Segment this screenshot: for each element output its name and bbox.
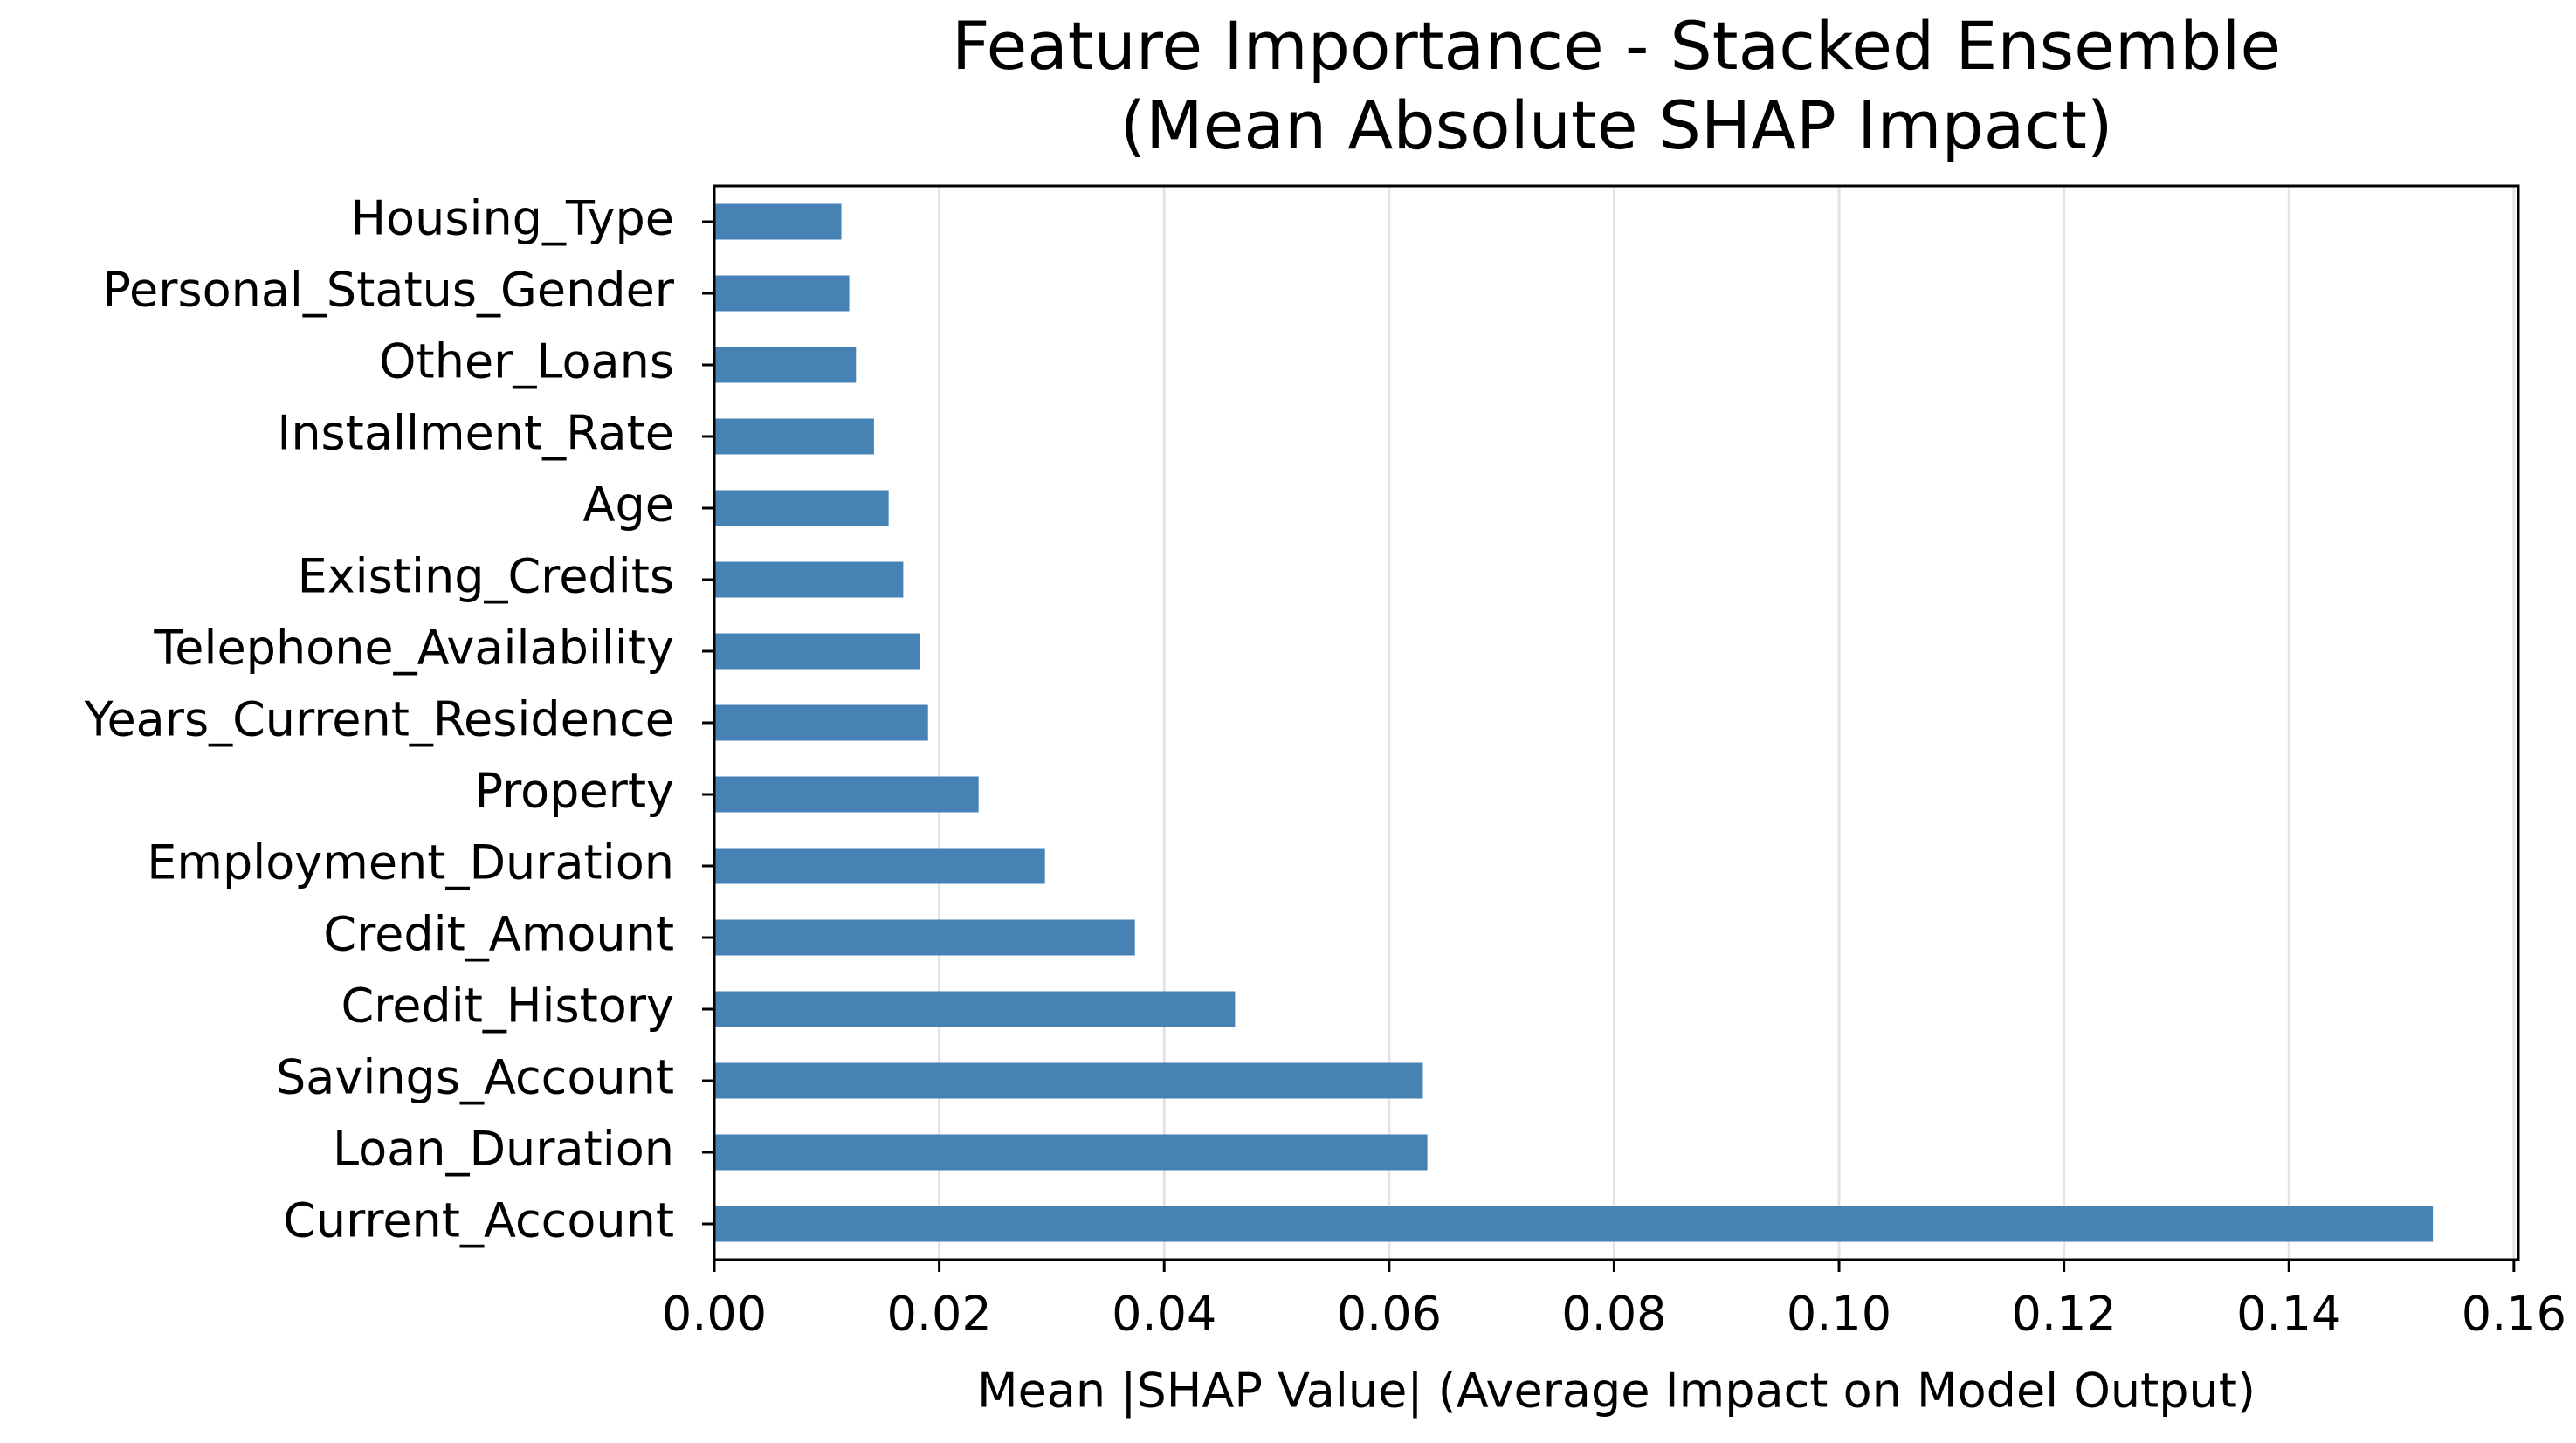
y-tick-label: Age [583,478,674,533]
bar [714,1062,1423,1099]
bar [714,347,857,383]
bar [714,919,1135,956]
chart-title: (Mean Absolute SHAP Impact) [1119,86,2112,164]
y-tick-label: Personal_Status_Gender [102,263,674,318]
bar [714,704,928,741]
x-tick-label: 0.00 [662,1287,767,1342]
bar [714,1206,2434,1242]
bar [714,561,904,598]
y-tick-label: Telephone_Availability [153,621,674,676]
y-tick-label: Property [475,764,675,819]
y-tick-label: Other_Loans [379,334,674,389]
y-tick-label: Installment_Rate [277,406,674,461]
chart-title: Feature Importance - Stacked Ensemble [952,7,2281,85]
bar [714,203,842,240]
bar [714,848,1045,884]
y-tick-label: Employment_Duration [147,835,674,890]
x-tick-label: 0.10 [1787,1287,1891,1342]
y-tick-label: Housing_Type [350,191,674,246]
y-tick-label: Credit_Amount [323,907,674,962]
bar [714,633,920,670]
bar [714,490,889,526]
bar [714,275,850,312]
y-tick-label: Current_Account [283,1193,674,1248]
x-tick-label: 0.16 [2462,1287,2566,1342]
y-tick-label: Loan_Duration [333,1122,674,1177]
x-tick-label: 0.02 [886,1287,991,1342]
x-tick-label: 0.12 [2012,1287,2117,1342]
y-tick-label: Savings_Account [276,1050,674,1105]
x-tick-label: 0.06 [1337,1287,1442,1342]
y-tick-label: Credit_History [341,979,674,1034]
bar [714,1134,1428,1171]
y-tick-label: Years_Current_Residence [84,692,674,747]
x-tick-label: 0.04 [1112,1287,1216,1342]
bar [714,418,874,455]
x-tick-label: 0.14 [2236,1287,2341,1342]
y-tick-label: Existing_Credits [298,549,674,604]
bar [714,776,979,813]
bar [714,991,1236,1027]
plot-frame [713,184,2520,1261]
x-tick-label: 0.08 [1561,1287,1666,1342]
x-axis-label: Mean |SHAP Value| (Average Impact on Mod… [977,1364,2256,1419]
